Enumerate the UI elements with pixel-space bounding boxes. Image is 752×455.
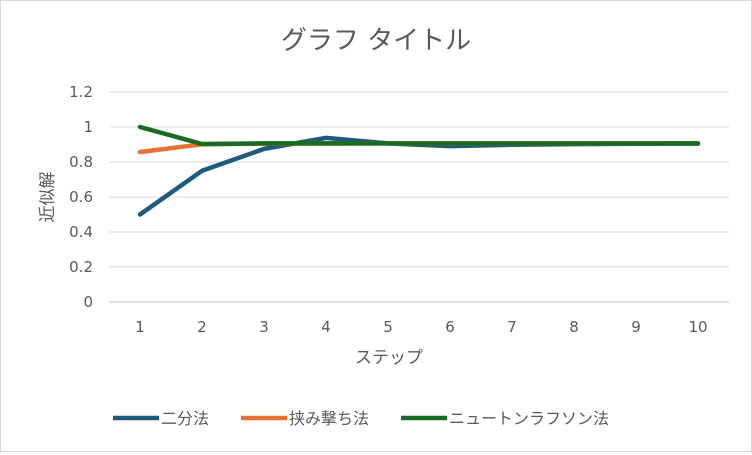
legend-label: 二分法 (161, 409, 209, 428)
legend-label: 挟み撃ち法 (289, 409, 369, 428)
y-tick-label: 1 (83, 118, 93, 136)
x-axis-label: ステップ (355, 348, 423, 368)
series-line (137, 135, 701, 217)
y-tick-label: 0.2 (69, 258, 93, 276)
x-tick-label: 4 (321, 318, 331, 336)
x-tick-label: 2 (197, 318, 207, 336)
y-tick-label: 0.4 (69, 223, 93, 241)
x-tick-label: 3 (259, 318, 269, 336)
x-tick-label: 9 (631, 318, 641, 336)
y-tick-label: 1.2 (69, 83, 93, 101)
y-axis-ticks: 0 0.2 0.4 0.6 0.8 1 1.2 (69, 83, 93, 311)
x-tick-label: 7 (507, 318, 517, 336)
legend-label: ニュートンラフソン法 (449, 409, 609, 428)
x-tick-label: 5 (383, 318, 393, 336)
y-tick-label: 0.8 (69, 153, 93, 171)
y-axis-label: 近似解 (38, 172, 58, 223)
x-axis-ticks: 1 2 3 4 5 6 7 8 9 10 (135, 318, 707, 336)
x-tick-label: 10 (688, 318, 707, 336)
x-tick-label: 6 (445, 318, 455, 336)
legend: 二分法 挟み撃ち法 ニュートンラフソン法 (113, 409, 609, 428)
gridlines (109, 91, 729, 303)
x-tick-label: 8 (569, 318, 579, 336)
y-tick-label: 0 (83, 293, 93, 311)
x-tick-label: 1 (135, 318, 145, 336)
chart-title: グラフ タイトル (281, 26, 471, 56)
series-line (137, 124, 701, 147)
y-tick-label: 0.6 (69, 188, 93, 206)
series-lines (137, 124, 701, 217)
